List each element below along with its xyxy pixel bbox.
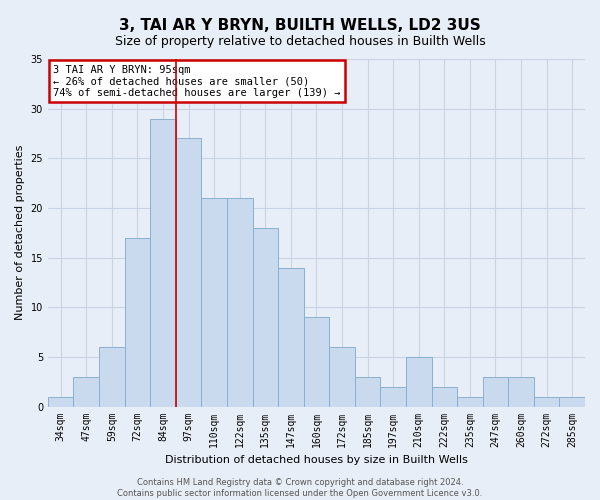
Text: 3, TAI AR Y BRYN, BUILTH WELLS, LD2 3US: 3, TAI AR Y BRYN, BUILTH WELLS, LD2 3US [119, 18, 481, 32]
Bar [202, 198, 227, 406]
Bar [482, 377, 508, 406]
Bar [48, 396, 73, 406]
Bar [380, 386, 406, 406]
Bar [355, 377, 380, 406]
Bar [534, 396, 559, 406]
Bar [457, 396, 482, 406]
Bar [431, 386, 457, 406]
Bar [176, 138, 202, 406]
Bar [99, 347, 125, 406]
Bar [278, 268, 304, 406]
Text: Size of property relative to detached houses in Builth Wells: Size of property relative to detached ho… [115, 35, 485, 48]
Text: Contains HM Land Registry data © Crown copyright and database right 2024.
Contai: Contains HM Land Registry data © Crown c… [118, 478, 482, 498]
Bar [304, 317, 329, 406]
Bar [73, 377, 99, 406]
Bar [508, 377, 534, 406]
Y-axis label: Number of detached properties: Number of detached properties [15, 145, 25, 320]
Bar [559, 396, 585, 406]
Bar [329, 347, 355, 406]
Bar [150, 118, 176, 406]
Bar [253, 228, 278, 406]
Bar [227, 198, 253, 406]
X-axis label: Distribution of detached houses by size in Builth Wells: Distribution of detached houses by size … [165, 455, 468, 465]
Bar [406, 357, 431, 406]
Bar [125, 238, 150, 406]
Text: 3 TAI AR Y BRYN: 95sqm
← 26% of detached houses are smaller (50)
74% of semi-det: 3 TAI AR Y BRYN: 95sqm ← 26% of detached… [53, 64, 341, 98]
